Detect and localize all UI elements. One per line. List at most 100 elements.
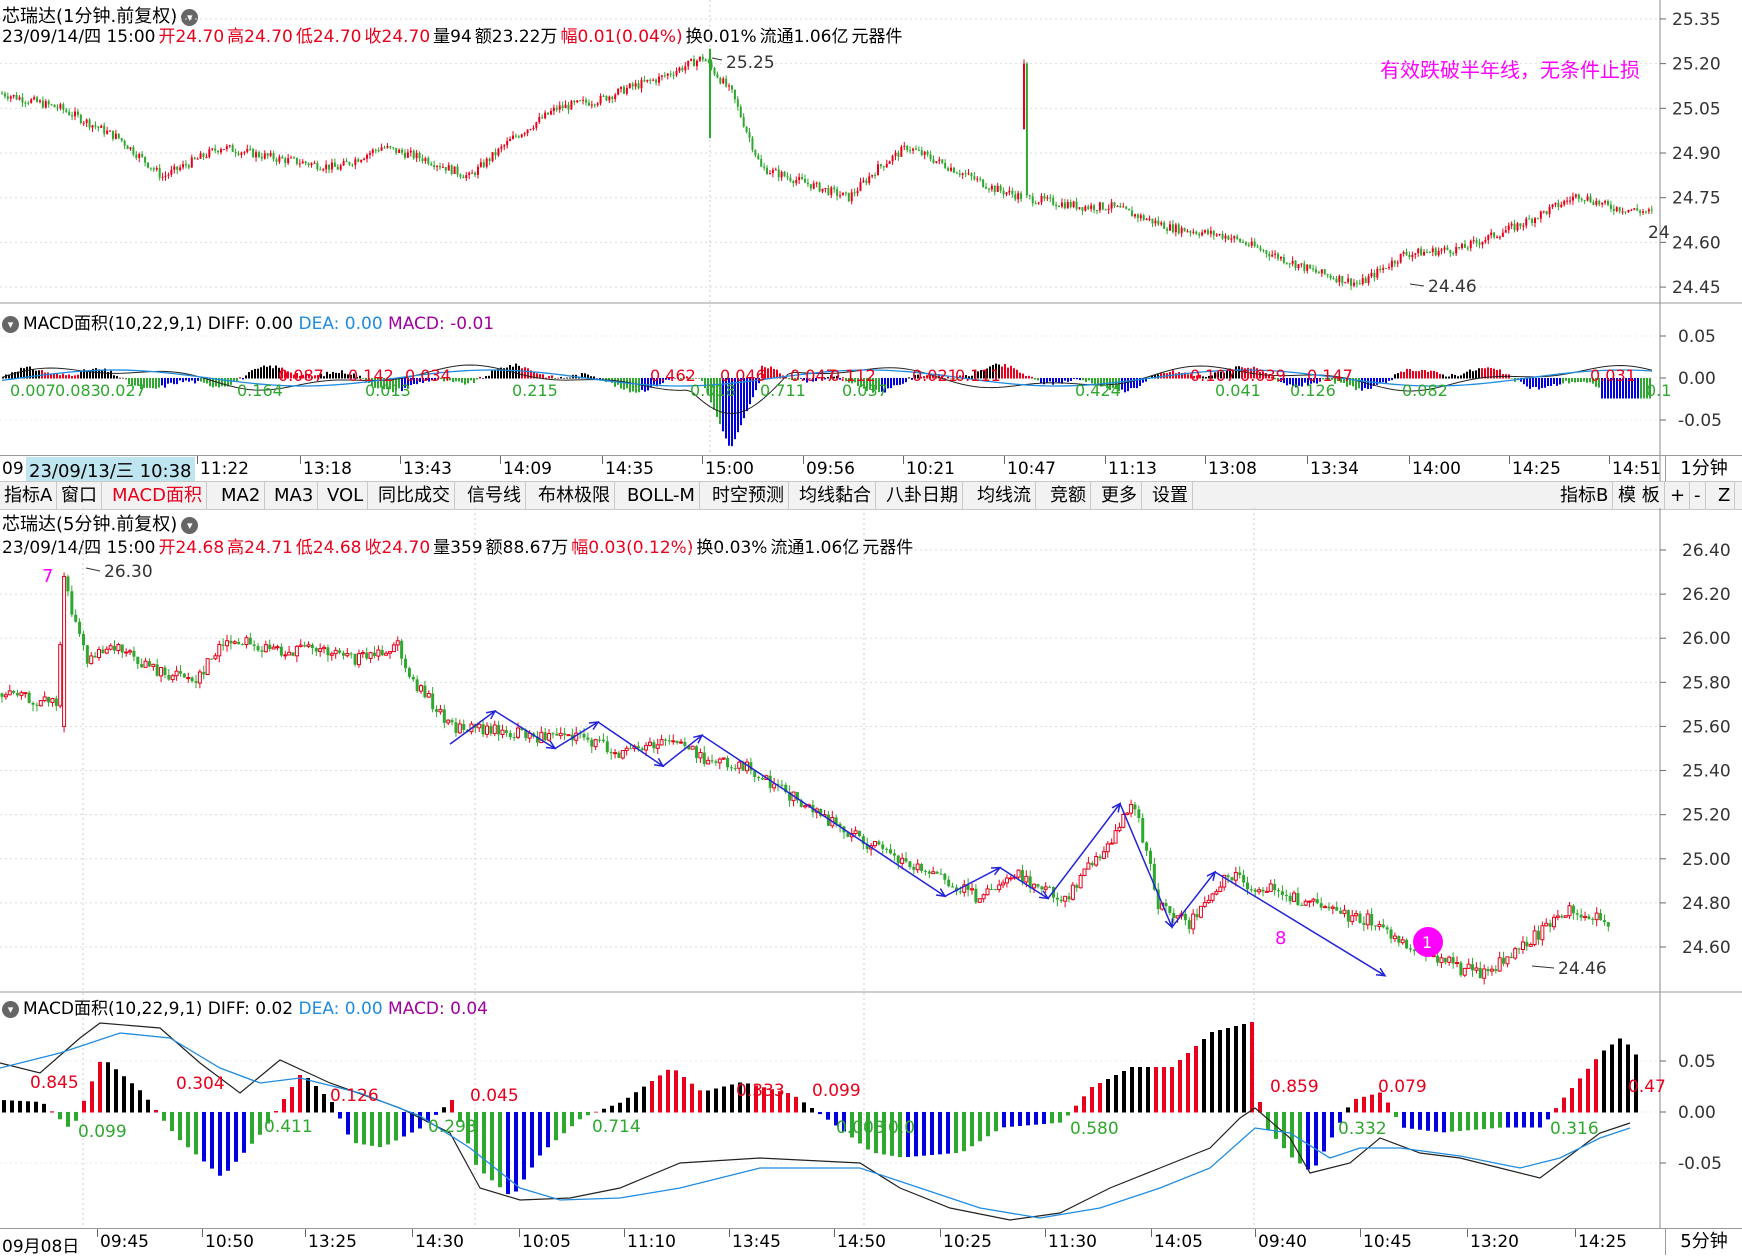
toolbar-item-1[interactable]: 窗口: [57, 482, 102, 509]
macd-bar: [83, 369, 85, 379]
macd-bar: [1114, 1075, 1118, 1113]
candle-body: [1567, 905, 1572, 917]
candle-body: [929, 154, 932, 160]
candle-body: [411, 676, 415, 680]
toolbar-item-2[interactable]: MACD面积: [108, 482, 207, 509]
candle-body: [1486, 968, 1490, 972]
candle-body: [500, 729, 505, 735]
toolbar-item-13[interactable]: 均线流: [973, 482, 1036, 509]
toolbar-item-15[interactable]: 更多: [1097, 482, 1142, 509]
macd-bar: [173, 378, 175, 385]
toolbar-right-item-4[interactable]: Z: [1714, 482, 1736, 509]
candle-body: [336, 166, 339, 170]
top-chart-svg[interactable]: 0.007 0.083 0.027 0.164 0.013 0.215 0.018 0.711…: [0, 0, 1742, 481]
macd-bar: [1106, 1079, 1110, 1113]
time-tick-label: 13:45: [732, 1232, 781, 1252]
macd-area-label-up: 0.031: [1590, 366, 1636, 385]
macd-area-label-up: 0.147: [1307, 366, 1353, 385]
macd-bar: [522, 1112, 526, 1180]
macd-area-label-down: 0.411: [264, 1117, 313, 1137]
collapse-icon[interactable]: ▾: [2, 1000, 19, 1018]
toolbar-item-10[interactable]: 时空预测: [708, 482, 789, 509]
toolbar-item-7[interactable]: 信号线: [463, 482, 526, 509]
candle-body: [716, 74, 719, 78]
candle-body: [1505, 956, 1510, 965]
toolbar-item-0[interactable]: 指标A: [0, 482, 58, 509]
macd-area-label-up: 0.099: [812, 1081, 861, 1101]
trend-arrowhead: [990, 866, 1002, 876]
macd-bar: [250, 1112, 254, 1144]
candle-body: [424, 158, 427, 162]
toolbar-item-8[interactable]: 布林极限: [534, 482, 615, 509]
macd-bar: [59, 375, 61, 379]
bottom-period-label[interactable]: 5分钟: [1665, 1229, 1742, 1255]
macd-bar: [623, 378, 625, 390]
macd-bar: [1018, 1112, 1022, 1126]
macd-bar: [1234, 1026, 1238, 1113]
macd-bar: [377, 378, 379, 389]
chevron-down-icon[interactable]: ▾: [181, 8, 199, 26]
candle-body: [81, 633, 85, 646]
candle-body: [663, 75, 666, 77]
candle-body: [1222, 874, 1227, 888]
macd-area-label-up: 0.046: [720, 366, 766, 385]
toolbar-right-item-2[interactable]: +: [1666, 482, 1691, 509]
time-tick-label: 10:25: [943, 1232, 992, 1252]
toolbar-item-9[interactable]: BOLL-M: [623, 482, 700, 509]
candle-body: [865, 844, 869, 850]
candle-body: [419, 685, 424, 692]
candle-body: [1350, 915, 1355, 923]
toolbar-item-16[interactable]: 设置: [1148, 482, 1193, 509]
macd-bar: [29, 366, 31, 379]
macd-bar: [26, 366, 28, 379]
candle-body: [1177, 224, 1180, 234]
macd-bar: [974, 371, 976, 379]
price-tick-label: 24.60: [1682, 938, 1731, 958]
candle-body: [1455, 962, 1459, 965]
macd-bar: [1146, 1067, 1150, 1113]
macd-bar: [95, 368, 97, 379]
toolbar-right-item-0[interactable]: 指标B: [1556, 482, 1614, 509]
macd-bar: [618, 1102, 622, 1113]
candle-body: [1081, 207, 1084, 211]
toolbar-item-3[interactable]: MA2: [217, 482, 266, 509]
candle-body: [1060, 202, 1063, 207]
macd-bar: [1546, 1112, 1550, 1120]
macd-bar: [1098, 1083, 1102, 1113]
toolbar-right-item-1[interactable]: 模 板: [1614, 482, 1665, 509]
top-period-label[interactable]: 1分钟: [1665, 456, 1742, 482]
candle-body: [1446, 247, 1449, 250]
toolbar-item-4[interactable]: MA3: [270, 482, 319, 509]
candle-body: [1412, 949, 1416, 952]
macd-bar: [797, 378, 799, 381]
chevron-down-icon[interactable]: ▾: [181, 516, 199, 534]
candle-body: [196, 158, 199, 160]
toolbar-item-11[interactable]: 均线黏合: [795, 482, 876, 509]
toolbar-item-5[interactable]: VOL: [323, 482, 369, 509]
macd-bar: [779, 373, 781, 379]
candle-body: [1113, 830, 1118, 844]
candle-body: [602, 95, 605, 97]
candle-body: [383, 147, 386, 149]
macd-bar: [1136, 378, 1138, 389]
top-chart-title: 芯瑞达(1分钟.前复权) ▾: [2, 2, 199, 28]
toolbar-item-6[interactable]: 同比成交: [374, 482, 455, 509]
macd-bar: [818, 377, 820, 379]
toolbar-right-item-3[interactable]: -: [1690, 482, 1706, 509]
macd-bar: [1271, 376, 1273, 379]
candle-body: [1607, 201, 1609, 205]
candle-body: [675, 740, 679, 743]
macd-bar: [140, 378, 142, 390]
time-tick-label: 10:45: [1363, 1232, 1412, 1252]
candle-body: [217, 150, 220, 153]
collapse-icon[interactable]: ▾: [2, 315, 19, 333]
macd-bar: [809, 378, 811, 379]
candle-body: [164, 175, 167, 177]
toolbar-item-12[interactable]: 八卦日期: [882, 482, 963, 509]
candle-body: [1471, 964, 1475, 971]
toolbar-item-14[interactable]: 竞额: [1046, 482, 1091, 509]
candle-body: [1084, 206, 1087, 211]
macd-bar: [1170, 1067, 1174, 1113]
macd-bar: [383, 378, 385, 390]
